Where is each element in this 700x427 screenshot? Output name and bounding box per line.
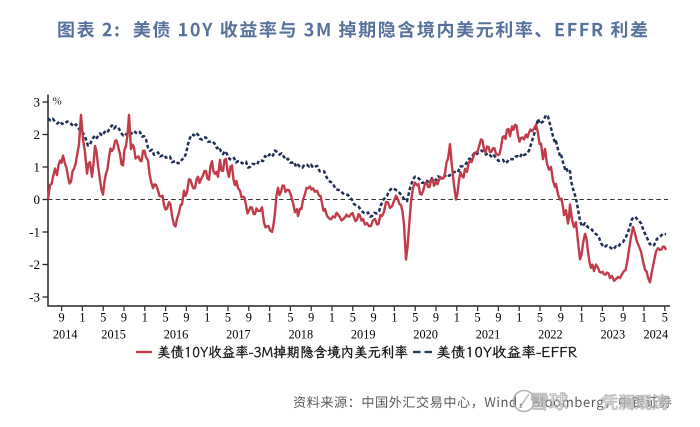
svg-text:9: 9: [558, 311, 564, 325]
svg-text:-3: -3: [29, 290, 40, 305]
svg-text:1: 1: [454, 311, 460, 325]
svg-text:5: 5: [225, 311, 231, 325]
svg-text:-2: -2: [29, 257, 40, 272]
svg-text:1: 1: [579, 311, 585, 325]
svg-text:%: %: [53, 96, 62, 108]
svg-text:9: 9: [620, 311, 626, 325]
svg-text:1: 1: [34, 160, 41, 175]
svg-text:2: 2: [34, 127, 41, 142]
svg-text:3: 3: [34, 95, 41, 110]
svg-text:5: 5: [350, 311, 356, 325]
svg-text:5: 5: [662, 311, 668, 325]
svg-text:9: 9: [183, 311, 189, 325]
svg-text:9: 9: [59, 311, 65, 325]
svg-text:5: 5: [100, 311, 106, 325]
svg-text:2014: 2014: [53, 328, 78, 342]
svg-text:1: 1: [267, 311, 273, 325]
svg-text:2019: 2019: [351, 328, 376, 342]
svg-text:2020: 2020: [413, 328, 438, 342]
svg-text:9: 9: [121, 311, 127, 325]
svg-text:5: 5: [537, 311, 543, 325]
svg-text:2024: 2024: [644, 328, 669, 342]
svg-text:9: 9: [371, 311, 377, 325]
svg-text:2018: 2018: [289, 328, 314, 342]
svg-text:5: 5: [412, 311, 418, 325]
svg-text:1: 1: [641, 311, 647, 325]
svg-text:2021: 2021: [476, 328, 501, 342]
svg-text:2017: 2017: [226, 328, 251, 342]
svg-text:2015: 2015: [101, 328, 126, 342]
svg-text:2022: 2022: [538, 328, 563, 342]
svg-text:9: 9: [308, 311, 314, 325]
svg-text:1: 1: [142, 311, 148, 325]
svg-text:5: 5: [287, 311, 293, 325]
svg-text:2023: 2023: [601, 328, 626, 342]
svg-text:0: 0: [34, 192, 41, 207]
svg-text:2016: 2016: [164, 328, 189, 342]
svg-text:5: 5: [163, 311, 169, 325]
svg-text:1: 1: [516, 311, 522, 325]
svg-text:-1: -1: [29, 225, 40, 240]
svg-text:1: 1: [204, 311, 210, 325]
svg-text:9: 9: [495, 311, 501, 325]
svg-text:5: 5: [599, 311, 605, 325]
svg-text:1: 1: [391, 311, 397, 325]
svg-text:9: 9: [433, 311, 439, 325]
svg-text:1: 1: [79, 311, 85, 325]
svg-text:1: 1: [329, 311, 335, 325]
svg-text:5: 5: [475, 311, 481, 325]
svg-text:9: 9: [246, 311, 252, 325]
